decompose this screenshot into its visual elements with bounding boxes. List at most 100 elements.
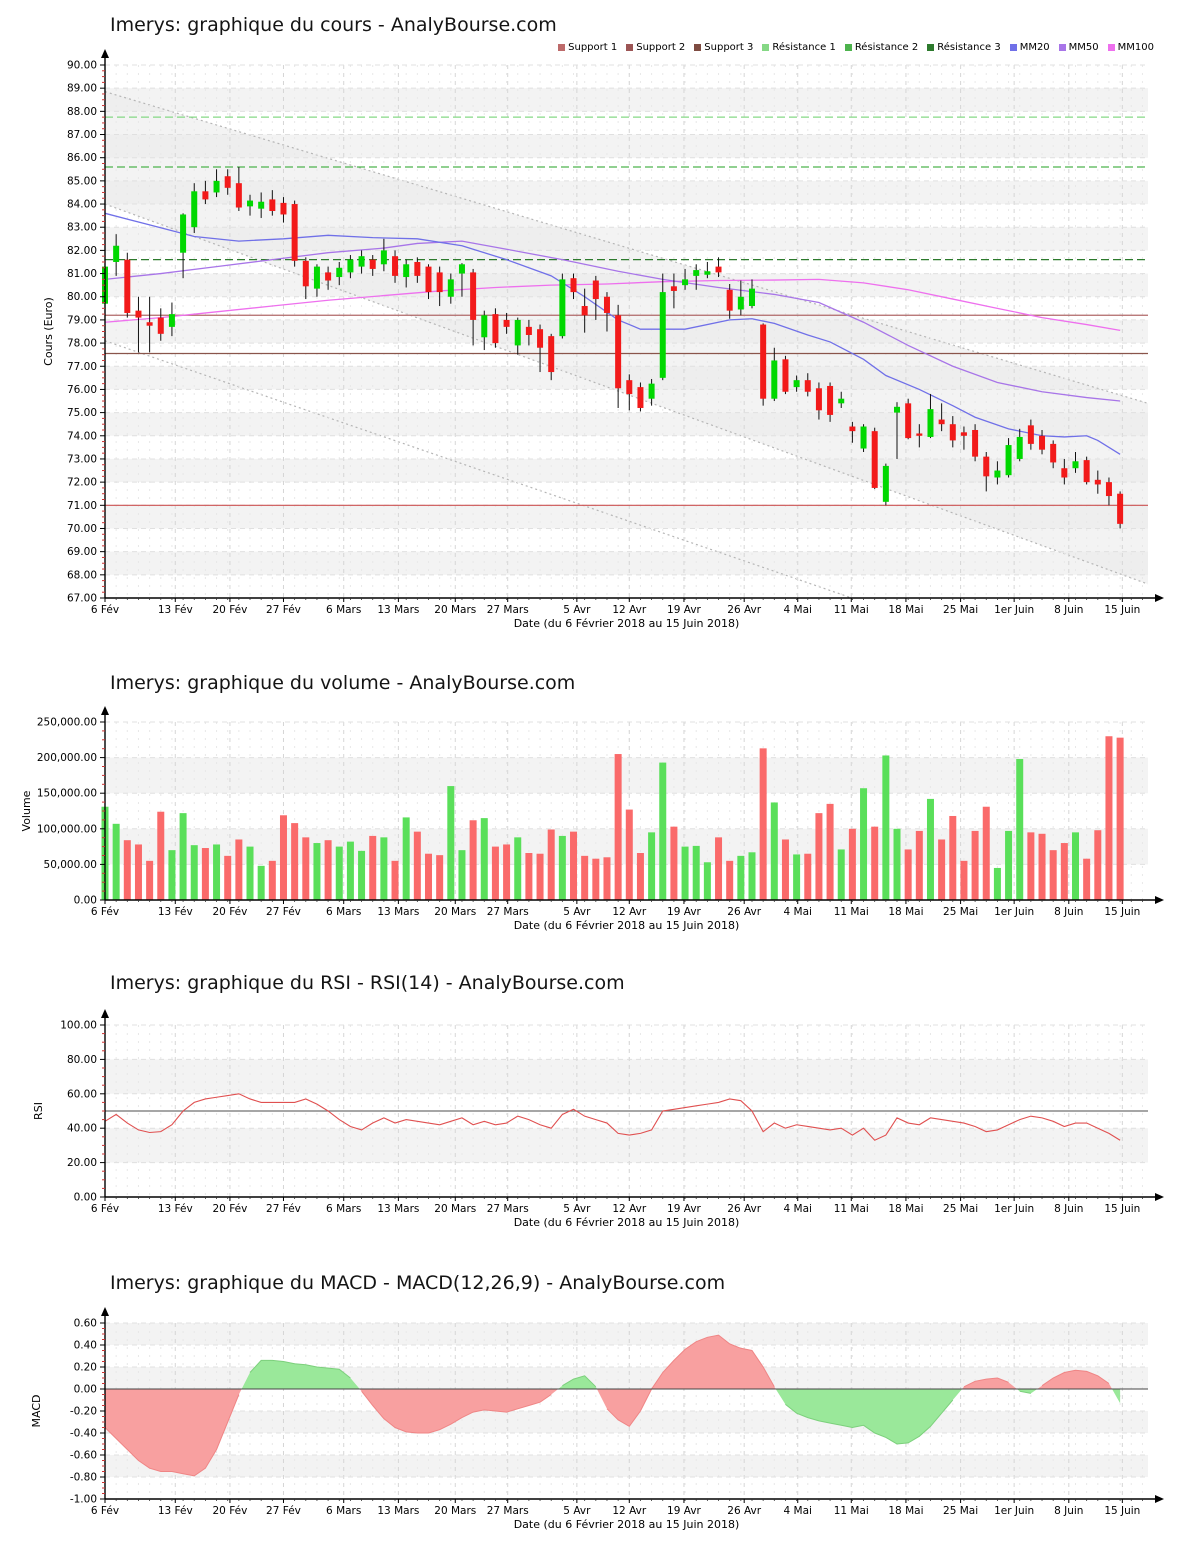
candle-body xyxy=(291,204,298,261)
macd-positive-area xyxy=(558,1375,597,1389)
candle-body xyxy=(592,280,599,300)
y-tick-label: -1.00 xyxy=(70,1494,97,1506)
x-tick-label: 8 Juin xyxy=(1054,906,1083,918)
volume-bar xyxy=(279,815,287,900)
y-tick-label: -0.60 xyxy=(70,1450,97,1462)
candle-body xyxy=(458,264,465,274)
x-tick-label: 20 Fév xyxy=(213,1203,248,1215)
candle-body xyxy=(224,176,231,188)
legend-item-r-sistance-2: Résistance 2 xyxy=(844,42,918,53)
volume-bar xyxy=(748,852,756,900)
volume-bar xyxy=(268,860,276,900)
y-tick-label: 78.00 xyxy=(67,338,97,350)
candle-body xyxy=(894,406,901,413)
x-axis-arrow xyxy=(1155,594,1164,602)
candle-body xyxy=(1061,468,1068,478)
legend-item-mm50: MM50 xyxy=(1058,42,1099,53)
y-tick-label: 77.00 xyxy=(67,361,97,373)
volume-bar xyxy=(636,853,644,900)
candle-body xyxy=(1039,435,1046,450)
candle-body xyxy=(637,387,644,408)
candle-body xyxy=(1016,436,1023,459)
y-axis-title: MACD xyxy=(30,1395,43,1428)
candle-body xyxy=(358,256,365,267)
mm50-line xyxy=(104,240,1121,402)
volume-bar xyxy=(436,855,444,900)
candle-body xyxy=(927,409,934,437)
x-tick-label: 6 Fév xyxy=(91,604,119,616)
volume-bar xyxy=(1049,850,1057,900)
x-tick-label: 18 Mai xyxy=(888,1203,923,1215)
x-tick-label: 27 Fév xyxy=(266,604,301,616)
legend-label: Support 1 xyxy=(568,42,618,53)
legend-swatch xyxy=(1058,44,1066,51)
volume-bar xyxy=(926,798,934,900)
macd-chart-title: Imerys: graphique du MACD - MACD(12,26,9… xyxy=(110,1272,726,1294)
legend-swatch xyxy=(844,44,852,51)
volume-bar xyxy=(681,846,689,900)
candle-body xyxy=(827,385,834,415)
y-tick-label: 250,000.00 xyxy=(37,717,97,729)
candle-body xyxy=(380,250,387,265)
x-tick-label: 27 Mars xyxy=(487,1505,529,1517)
volume-bar xyxy=(313,843,321,900)
candle-body xyxy=(949,424,956,441)
volume-bar xyxy=(793,854,801,900)
x-tick-label: 4 Mai xyxy=(784,906,812,918)
candle-body xyxy=(168,314,175,327)
volume-bar xyxy=(570,831,578,900)
volume-bar xyxy=(848,828,856,900)
macd-positive-area xyxy=(775,1389,963,1444)
volume-bar xyxy=(659,762,667,900)
candle-body xyxy=(603,296,610,313)
x-tick-label: 20 Mars xyxy=(434,604,476,616)
y-tick-label: 73.00 xyxy=(67,453,97,465)
macd-negative-area xyxy=(1037,1370,1113,1389)
candle-body xyxy=(760,324,767,399)
x-tick-label: 26 Avr xyxy=(727,906,761,918)
candle-body xyxy=(771,360,778,399)
volume-bar xyxy=(369,835,377,900)
volume-bar xyxy=(592,858,600,900)
candle-body xyxy=(124,259,131,313)
candle-body xyxy=(548,336,555,373)
x-tick-label: 1er Juin xyxy=(994,1203,1034,1215)
candle-body xyxy=(447,279,454,297)
candle-body xyxy=(838,398,845,404)
candle-body xyxy=(369,259,376,269)
x-tick-label: 26 Avr xyxy=(727,1203,761,1215)
candle-body xyxy=(615,315,622,389)
x-tick-label: 12 Avr xyxy=(612,1505,646,1517)
legend-label: Résistance 1 xyxy=(772,42,836,53)
y-tick-label: 69.00 xyxy=(67,546,97,558)
legend-item-r-sistance-3: Résistance 3 xyxy=(927,42,1001,53)
volume-bar xyxy=(146,860,154,900)
volume-bar xyxy=(179,813,187,900)
y-axis-title: RSI xyxy=(32,1102,45,1120)
y-axis-arrow xyxy=(101,1009,109,1018)
x-tick-label: 6 Mars xyxy=(326,1203,361,1215)
x-tick-label: 25 Mai xyxy=(943,1505,978,1517)
volume-bar xyxy=(213,844,221,900)
x-tick-label: 15 Juin xyxy=(1104,1203,1140,1215)
y-tick-label: 200,000.00 xyxy=(37,752,97,764)
x-tick-label: 18 Mai xyxy=(888,604,923,616)
candle-body xyxy=(481,315,488,338)
x-tick-label: 4 Mai xyxy=(784,1203,812,1215)
x-tick-label: 15 Juin xyxy=(1104,604,1140,616)
y-axis-title: Volume xyxy=(20,790,33,831)
volume-bar xyxy=(648,832,656,900)
legend-label: MM50 xyxy=(1068,42,1099,53)
y-axis-title: Cours (Euro) xyxy=(42,297,55,366)
volume-bar xyxy=(358,850,366,900)
candle-body xyxy=(793,380,800,388)
volume-bar xyxy=(1016,759,1024,900)
candle-body xyxy=(659,292,666,378)
y-tick-label: 67.00 xyxy=(67,593,97,605)
x-tick-label: 6 Fév xyxy=(91,906,119,918)
volume-bar xyxy=(882,755,890,900)
x-axis-title: Date (du 6 Février 2018 au 15 Juin 2018) xyxy=(514,1518,740,1531)
x-tick-label: 13 Mars xyxy=(377,604,419,616)
candle-body xyxy=(403,264,410,278)
x-axis-arrow xyxy=(1155,1193,1164,1201)
